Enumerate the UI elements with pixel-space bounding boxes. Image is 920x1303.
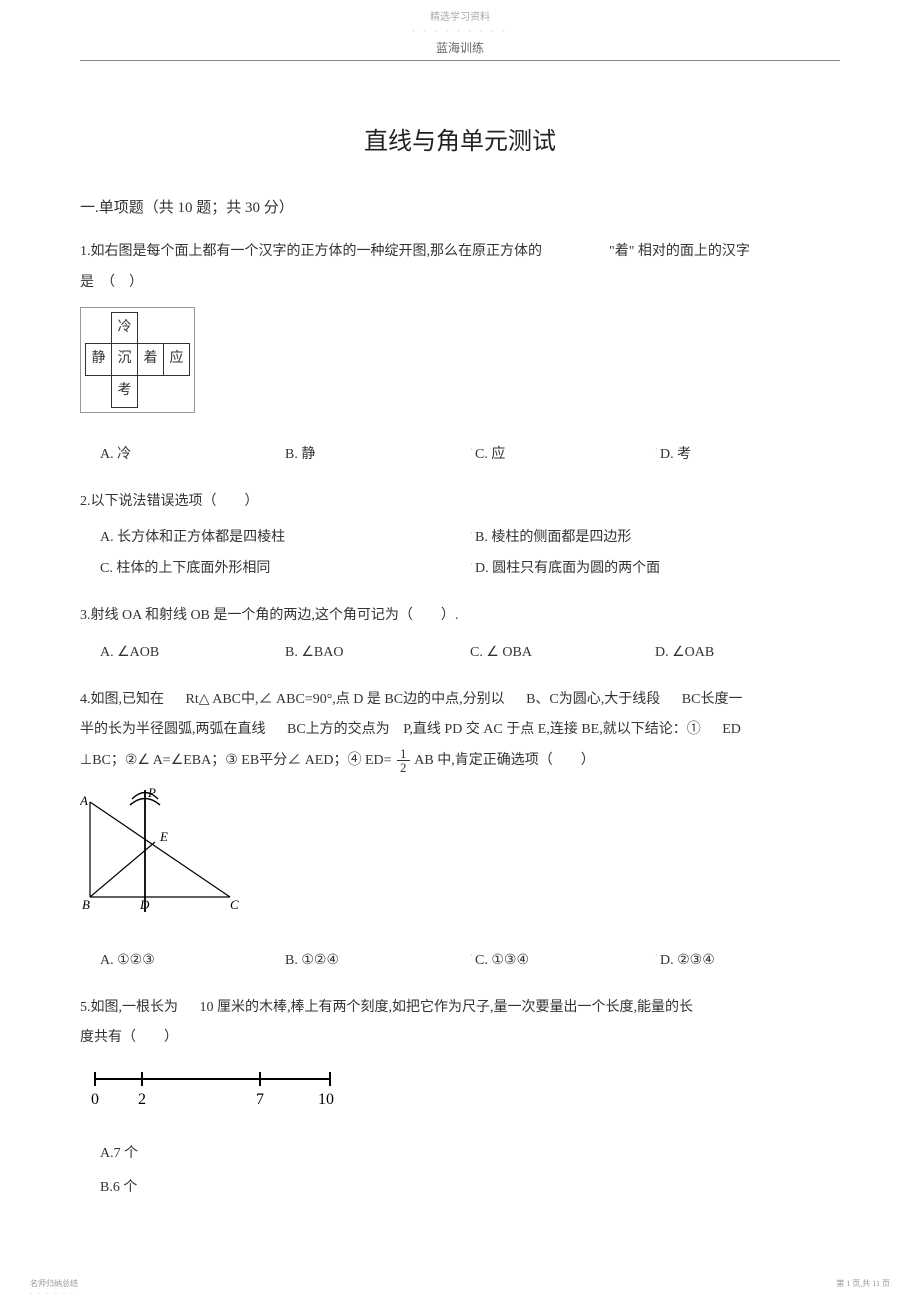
q4-opt-a: A. ①②③ <box>100 946 285 977</box>
q4-opt-b: B. ①②④ <box>285 946 470 977</box>
q1-opt-a: A. 冷 <box>100 440 285 471</box>
q1-opt-d-text: D. 考 <box>660 447 691 462</box>
header-sub: 蓝海训练 <box>80 35 840 61</box>
q1-options: A. 冷 B. 静 ·C. 应 ·D. 考 <box>80 440 840 471</box>
svg-text:P: P <box>147 787 156 800</box>
footer: 名师归纳总结 - - - - - - 第 1 页,共 11 页 <box>0 1278 920 1297</box>
q3-opt-a: A. ∠AOB <box>100 638 285 669</box>
q3-opt-c: C. ∠ OBA <box>470 638 655 669</box>
footer-left: 名师归纳总结 <box>30 1278 78 1289</box>
net-cell: 应 <box>164 344 190 376</box>
question-2: 2.以下说法错误选项（ ） A. 长方体和正方体都是四棱柱 ·B. 棱柱的侧面都… <box>80 487 840 585</box>
q4-opt-c: ·C. ①③④ <box>470 946 655 977</box>
q3-text: 3.射线 OA 和射线 OB 是一个角的两边,这个角可记为（ ）. <box>80 601 840 632</box>
q2-opt-a: A. 长方体和正方体都是四棱柱 <box>100 523 470 554</box>
q4-opt-d: ·D. ②③④ <box>655 946 840 977</box>
section-heading: 一.单项题（共 10 题；共 30 分） <box>80 196 840 217</box>
svg-text:A: A <box>80 793 88 808</box>
ruler-mark: 7 <box>256 1091 264 1108</box>
q2-opt-c: C. 柱体的上下底面外形相同 <box>100 554 470 585</box>
q2-opt-d: ·D. 圆柱只有底面为圆的两个面 <box>470 554 840 585</box>
ruler-mark: 0 <box>91 1091 99 1108</box>
footer-right: 第 1 页,共 11 页 <box>836 1278 890 1297</box>
q1-text-c: 是 （ ） <box>80 268 840 299</box>
q4-l1a: 4.如图,已知在 <box>80 692 164 707</box>
q4-line3: ⊥BC；②∠ A=∠EBA；③ EB平分∠ AED；④ ED= 12 AB 中,… <box>80 746 840 777</box>
q5-l1b: 10 厘米的木棒,棒上有两个刻度,如把它作为尺子,量一次要量出一个长度,能量的长 <box>200 1000 694 1015</box>
q5-line1: 5.如图,一根长为 10 厘米的木棒,棒上有两个刻度,如把它作为尺子,量一次要量… <box>80 993 840 1024</box>
svg-text:B: B <box>82 897 90 912</box>
q5-opt-b: B.6 个 <box>100 1171 840 1205</box>
question-1: 1.如右图是每个面上都有一个汉字的正方体的一种绽开图,那么在原正方体的 "着" … <box>80 237 840 471</box>
q4-l3a: ⊥BC；②∠ A=∠EBA；③ EB平分∠ AED；④ ED= <box>80 753 392 768</box>
q4-l1b: Rt△ ABC中,∠ ABC=90°,点 D 是 BC边的中点,分别以 <box>186 692 505 707</box>
cube-net-figure: 冷 静 沉 着 应 考 <box>80 307 195 413</box>
q1-opt-c-text: C. 应 <box>475 447 505 462</box>
page-title: 直线与角单元测试 <box>80 121 840 156</box>
ruler-mark: 2 <box>138 1091 146 1108</box>
q4-l2c: P,直线 PD 交 AC 于点 E,连接 BE,就以下结论：① <box>403 722 701 737</box>
q3-opt-d: D. ∠OAB <box>655 638 840 669</box>
q5-l1a: 5.如图,一根长为 <box>80 1000 178 1015</box>
fraction-half: 12 <box>397 747 410 774</box>
q3-options: A. ∠AOB B. ∠BAO C. ∠ OBA D. ∠OAB <box>80 638 840 669</box>
q5-options: A.7 个 B.6 个 <box>80 1137 840 1204</box>
q1-text-b: "着" 相对的面上的汉字 <box>609 244 750 259</box>
q2-options: A. 长方体和正方体都是四棱柱 ·B. 棱柱的侧面都是四边形 C. 柱体的上下底… <box>80 523 840 585</box>
q1-opt-c: ·C. 应 <box>470 440 655 471</box>
footer-dashes: - - - - - - <box>30 1289 78 1297</box>
q1-opt-d: ·D. 考 <box>655 440 840 471</box>
q4-figure: A P E B D C <box>80 787 245 917</box>
q4-opt-d-text: D. ②③④ <box>660 953 715 968</box>
q2-opt-b: ·B. 棱柱的侧面都是四边形 <box>470 523 840 554</box>
q4-options: A. ①②③ B. ①②④ ·C. ①③④ ·D. ②③④ <box>80 946 840 977</box>
q4-l1d: BC长度一 <box>682 692 743 707</box>
q4-line2: 半的长为半径圆弧,两弧在直线 BC上方的交点为 P,直线 PD 交 AC 于点 … <box>80 715 840 746</box>
net-cell: 沉 <box>112 344 138 376</box>
q2-opt-d-text: D. 圆柱只有底面为圆的两个面 <box>475 561 660 576</box>
q1-text: 1.如右图是每个面上都有一个汉字的正方体的一种绽开图,那么在原正方体的 "着" … <box>80 237 840 268</box>
q4-opt-c-text: C. ①③④ <box>475 953 529 968</box>
ruler-mark: 10 <box>318 1091 334 1108</box>
net-cell: 考 <box>112 376 138 408</box>
question-5: 5.如图,一根长为 10 厘米的木棒,棒上有两个刻度,如把它作为尺子,量一次要量… <box>80 993 840 1205</box>
q1-opt-b: B. 静 <box>285 440 470 471</box>
q5-line2: 度共有（ ） <box>80 1023 840 1054</box>
question-4: 4.如图,已知在 Rt△ ABC中,∠ ABC=90°,点 D 是 BC边的中点… <box>80 685 840 977</box>
q5-opt-a: A.7 个 <box>100 1137 840 1171</box>
q4-l2b: BC上方的交点为 <box>287 722 390 737</box>
content: 直线与角单元测试 一.单项题（共 10 题；共 30 分） 1.如右图是每个面上… <box>0 121 920 1204</box>
q2-text: 2.以下说法错误选项（ ） <box>80 487 840 518</box>
q2-opt-b-text: B. 棱柱的侧面都是四边形 <box>475 530 631 545</box>
q4-l3b: AB 中,肯定正确选项（ ） <box>414 753 594 768</box>
q5-ruler: 0 2 7 10 <box>80 1064 340 1114</box>
q4-line1: 4.如图,已知在 Rt△ ABC中,∠ ABC=90°,点 D 是 BC边的中点… <box>80 685 840 716</box>
svg-text:E: E <box>159 829 168 844</box>
q4-l2a: 半的长为半径圆弧,两弧在直线 <box>80 722 266 737</box>
top-label: 精选学习资料 <box>0 0 920 23</box>
q4-l2d: ED <box>722 722 741 737</box>
net-cell: 冷 <box>112 312 138 344</box>
net-cell: 着 <box>138 344 164 376</box>
dashes-top: - - - - - - - - - <box>0 25 920 35</box>
question-3: 3.射线 OA 和射线 OB 是一个角的两边,这个角可记为（ ）. A. ∠AO… <box>80 601 840 669</box>
q3-opt-b: B. ∠BAO <box>285 638 470 669</box>
svg-text:D: D <box>139 897 150 912</box>
net-cell: 静 <box>86 344 112 376</box>
q4-l1c: B、C为圆心,大于线段 <box>526 692 660 707</box>
q1-text-a: 1.如右图是每个面上都有一个汉字的正方体的一种绽开图,那么在原正方体的 <box>80 244 542 259</box>
svg-text:C: C <box>230 897 239 912</box>
